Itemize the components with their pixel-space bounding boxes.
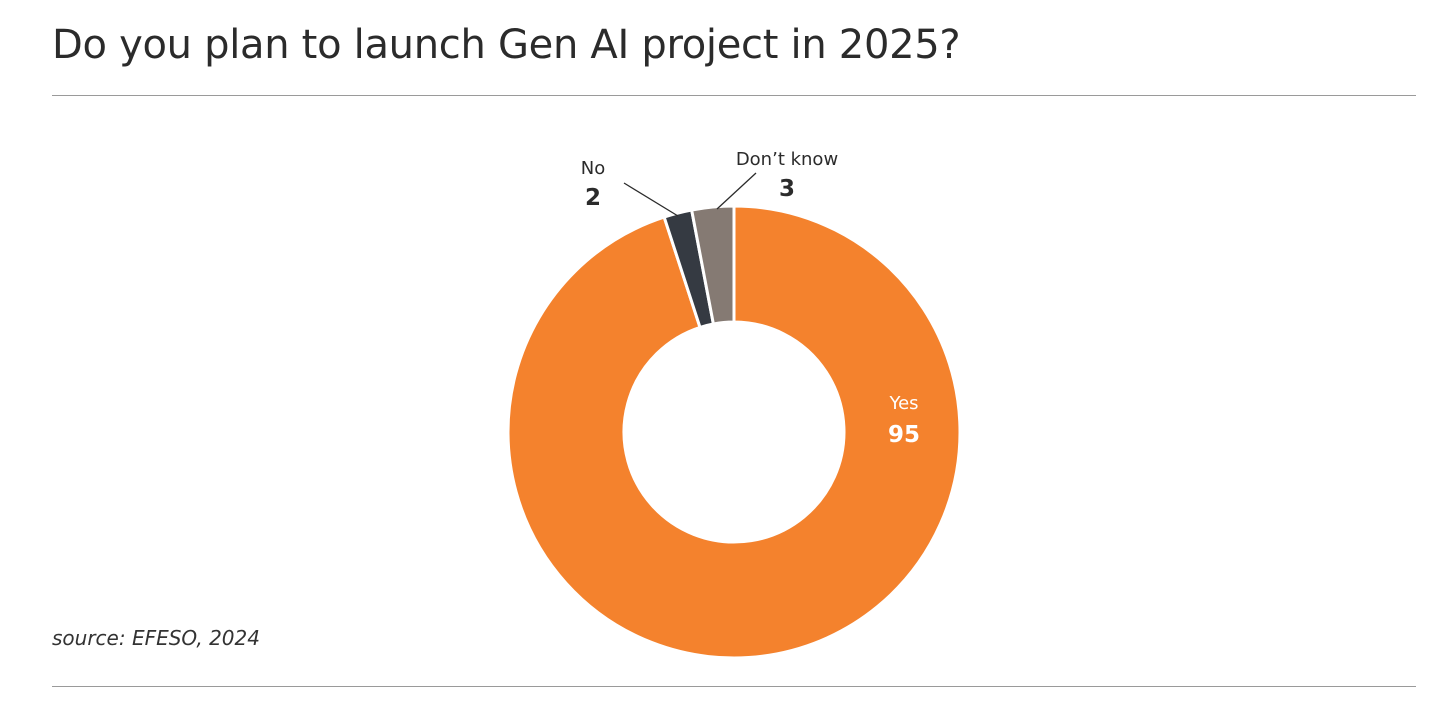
bottom-divider [52,686,1416,687]
slice-value-no: 2 [585,185,601,211]
slice-labels: Yes 95 No 2 Don’t know 3 [581,149,920,448]
slice-don-t-know [689,204,736,326]
slice-label-yes: Yes [888,393,918,414]
leader-lines [623,172,757,217]
source-note: source: EFESO, 2024 [52,626,260,650]
slice-yes [506,204,962,660]
slice-label-no: No [581,158,605,179]
slice-value-yes: 95 [888,422,920,448]
top-divider [52,95,1416,96]
slice-label-don-t-know: Don’t know [736,149,838,170]
chart-title: Do you plan to launch Gen AI project in … [52,22,961,68]
donut-slices [506,204,962,660]
slice-value-don-t-know: 3 [779,176,795,202]
leader-line-don-t-know [716,172,757,210]
leader-line-no [623,182,679,217]
